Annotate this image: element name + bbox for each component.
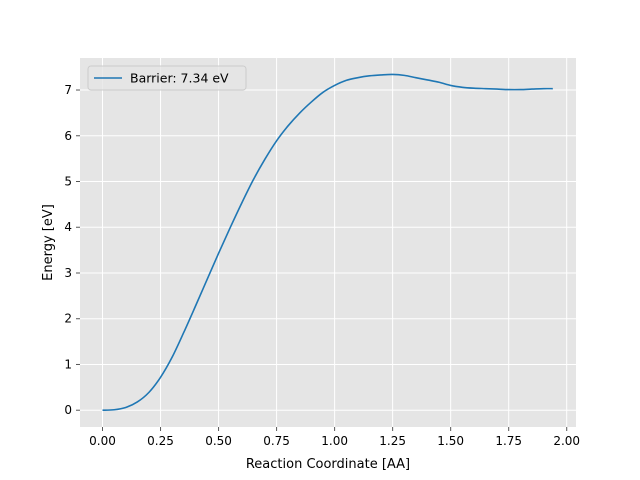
axes: 0.00 0.25 0.50 0.75 1.00 1.25 1.50 1.75 2.00 0 1 2 3…: [64, 83, 580, 448]
series-line: [102, 73, 553, 412]
y-tick-label: 2: [64, 312, 72, 326]
x-tick-label: 0.25: [147, 434, 174, 448]
x-tick-label: 0.75: [263, 434, 290, 448]
y-tick-label: 0: [64, 403, 72, 417]
x-tick-label: 2.00: [553, 434, 580, 448]
x-tick-label: 0.50: [205, 434, 232, 448]
x-tick-label: 1.25: [379, 434, 406, 448]
legend: Barrier: 7.34 eV: [87, 65, 247, 91]
y-tick-label: 4: [64, 220, 72, 234]
y-tick-label: 1: [64, 357, 72, 371]
plot-area: [80, 58, 576, 427]
y-tick-label: 7: [64, 83, 72, 97]
legend-label: Barrier: 7.34 eV: [130, 71, 229, 86]
x-tick-label: 1.00: [321, 434, 348, 448]
y-axis-label: Energy [eV]: [41, 204, 56, 281]
y-tick-label: 6: [64, 129, 72, 143]
x-axis-label: Reaction Coordinate [AA]: [246, 457, 410, 472]
x-tick-label: 1.75: [495, 434, 522, 448]
x-tick-label: 1.50: [437, 434, 464, 448]
x-tick-label: 0.00: [89, 434, 116, 448]
y-tick-label: 3: [64, 266, 72, 280]
legend-box: [87, 65, 247, 91]
series-lines: [102, 73, 553, 412]
y-tick-label: 5: [64, 175, 72, 189]
grid: [80, 58, 576, 427]
